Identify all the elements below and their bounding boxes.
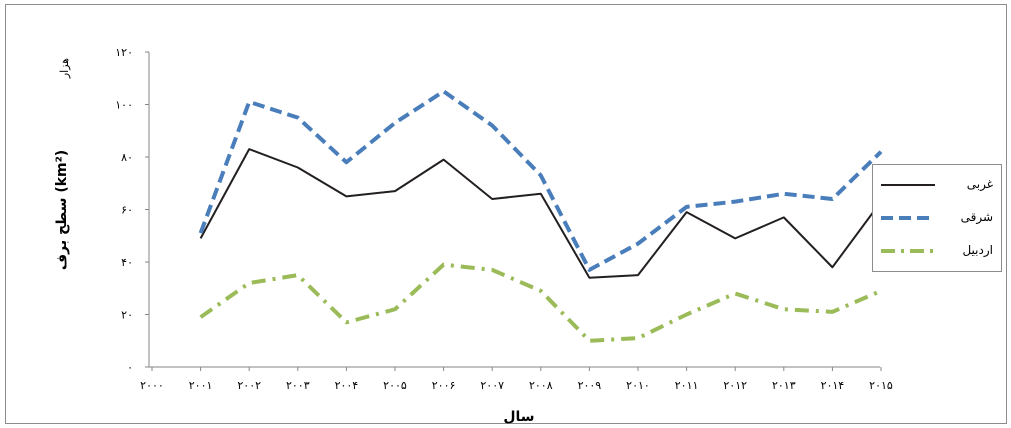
y-axis-title: سطح برف (km²) xyxy=(54,150,70,270)
chart-frame xyxy=(5,4,1007,424)
series-line-0 xyxy=(199,148,882,279)
legend-swatch-ardabil xyxy=(881,249,935,253)
legend-item-ardabil: اردبیل xyxy=(879,241,997,261)
legend-item-east: شرقی xyxy=(879,208,997,228)
x-tick-label: ۲۰۰۷ xyxy=(480,379,504,392)
x-tick-label: ۲۰۰۰ xyxy=(140,379,164,392)
series-line-1 xyxy=(198,89,883,272)
y-tick-label: ۱۲۰ xyxy=(115,46,133,59)
legend-item-west: غربی xyxy=(879,175,997,195)
x-tick-label: ۲۰۰۸ xyxy=(529,379,553,392)
legend-swatch-west xyxy=(881,184,935,186)
axes xyxy=(145,51,882,371)
y-tick-label: ۰ xyxy=(127,361,133,374)
y-tick-label: ۱۰۰ xyxy=(115,99,133,112)
series-line-2 xyxy=(199,262,882,343)
y-tick-label: ۶۰ xyxy=(121,204,133,217)
y-tick-label: ۸۰ xyxy=(121,151,133,164)
x-tick-label: ۲۰۰۹ xyxy=(578,379,602,392)
x-tick-label: ۲۰۱۱ xyxy=(675,379,699,392)
legend-label-west: غربی xyxy=(966,177,993,191)
x-tick-label: ۲۰۱۳ xyxy=(772,379,796,392)
legend-swatch-east xyxy=(881,216,935,220)
x-tick-label: ۲۰۰۲ xyxy=(237,379,261,392)
x-axis-title: سال xyxy=(503,409,534,425)
x-tick-label: ۲۰۱۴ xyxy=(821,379,845,392)
legend-label-east: شرقی xyxy=(960,210,993,224)
y-axis-unit: هزار xyxy=(58,58,71,79)
x-tick-label: ۲۰۰۱ xyxy=(189,379,213,392)
x-tick-label: ۲۰۰۴ xyxy=(335,379,359,392)
x-tick-label: ۲۰۱۵ xyxy=(869,379,893,392)
tick-labels: ۰ ۲۰ ۴۰ ۶۰ ۸۰ ۱۰۰ ۱۲۰ ۲۰۰۰ ۲۰۰۱ ۲۰۰۲ ۲۰۰۳ ۲۰۰۴ ۲۰۰۵ ۲… xyxy=(115,46,893,392)
x-tick-label: ۲۰۱۲ xyxy=(723,379,747,392)
y-tick-label: ۴۰ xyxy=(121,256,133,269)
y-tick-label: ۲۰ xyxy=(121,309,133,322)
x-tick-label: ۲۰۰۳ xyxy=(286,379,310,392)
series-lines xyxy=(198,89,883,343)
x-tick-label: ۲۰۰۶ xyxy=(432,379,456,392)
x-tick-label: ۲۰۱۰ xyxy=(626,379,650,392)
legend: غربی شرقی اردبیل xyxy=(872,164,1002,272)
x-tick-label: ۲۰۰۵ xyxy=(383,379,407,392)
legend-label-ardabil: اردبیل xyxy=(962,243,993,257)
